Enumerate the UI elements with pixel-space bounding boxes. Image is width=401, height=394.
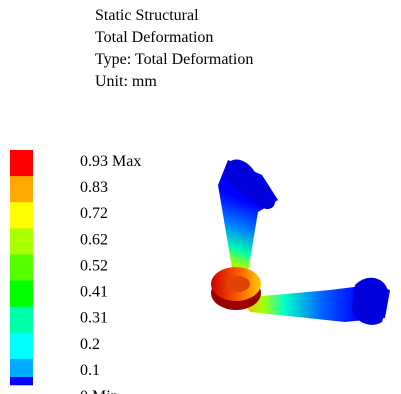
header-line: Total Deformation xyxy=(95,29,213,46)
legend: 0.93 Max 0.83 0.72 0.62 0.52 0.41 0.31 0.2 0.1 0 … xyxy=(10,150,141,394)
right-clamp xyxy=(352,278,389,325)
legend-label: 0.2 xyxy=(80,336,100,353)
legend-label: 0.62 xyxy=(80,231,108,248)
legend-label: 0.93 Max xyxy=(80,153,141,170)
header-line: Unit: mm xyxy=(95,73,157,90)
header-line: Type: Total Deformation xyxy=(95,51,253,68)
legend-swatch xyxy=(10,150,33,177)
legend-label: 0.52 xyxy=(80,257,108,274)
header: Static Structural Total Deformation Type: … xyxy=(95,7,253,90)
legend-label: 0.1 xyxy=(80,362,100,379)
legend-swatch xyxy=(10,254,33,281)
legend-label: 0.83 xyxy=(80,179,108,196)
legend-label: 0.72 xyxy=(80,205,108,222)
legend-swatch xyxy=(10,176,33,203)
legend-label: 0.31 xyxy=(80,310,108,327)
legend-swatch xyxy=(10,377,33,385)
model xyxy=(211,160,390,325)
legend-swatch xyxy=(10,228,33,255)
legend-label: 0 Min xyxy=(80,388,119,394)
legend-label: 0.41 xyxy=(80,284,108,301)
screen: Static Structural Total Deformation Type: … xyxy=(0,0,401,394)
header-line: Static Structural xyxy=(95,7,199,24)
legend-swatch xyxy=(10,307,33,334)
legend-swatch xyxy=(10,281,33,308)
ring-hole xyxy=(226,276,250,292)
legend-swatch xyxy=(10,333,33,360)
legend-swatch xyxy=(10,202,33,229)
